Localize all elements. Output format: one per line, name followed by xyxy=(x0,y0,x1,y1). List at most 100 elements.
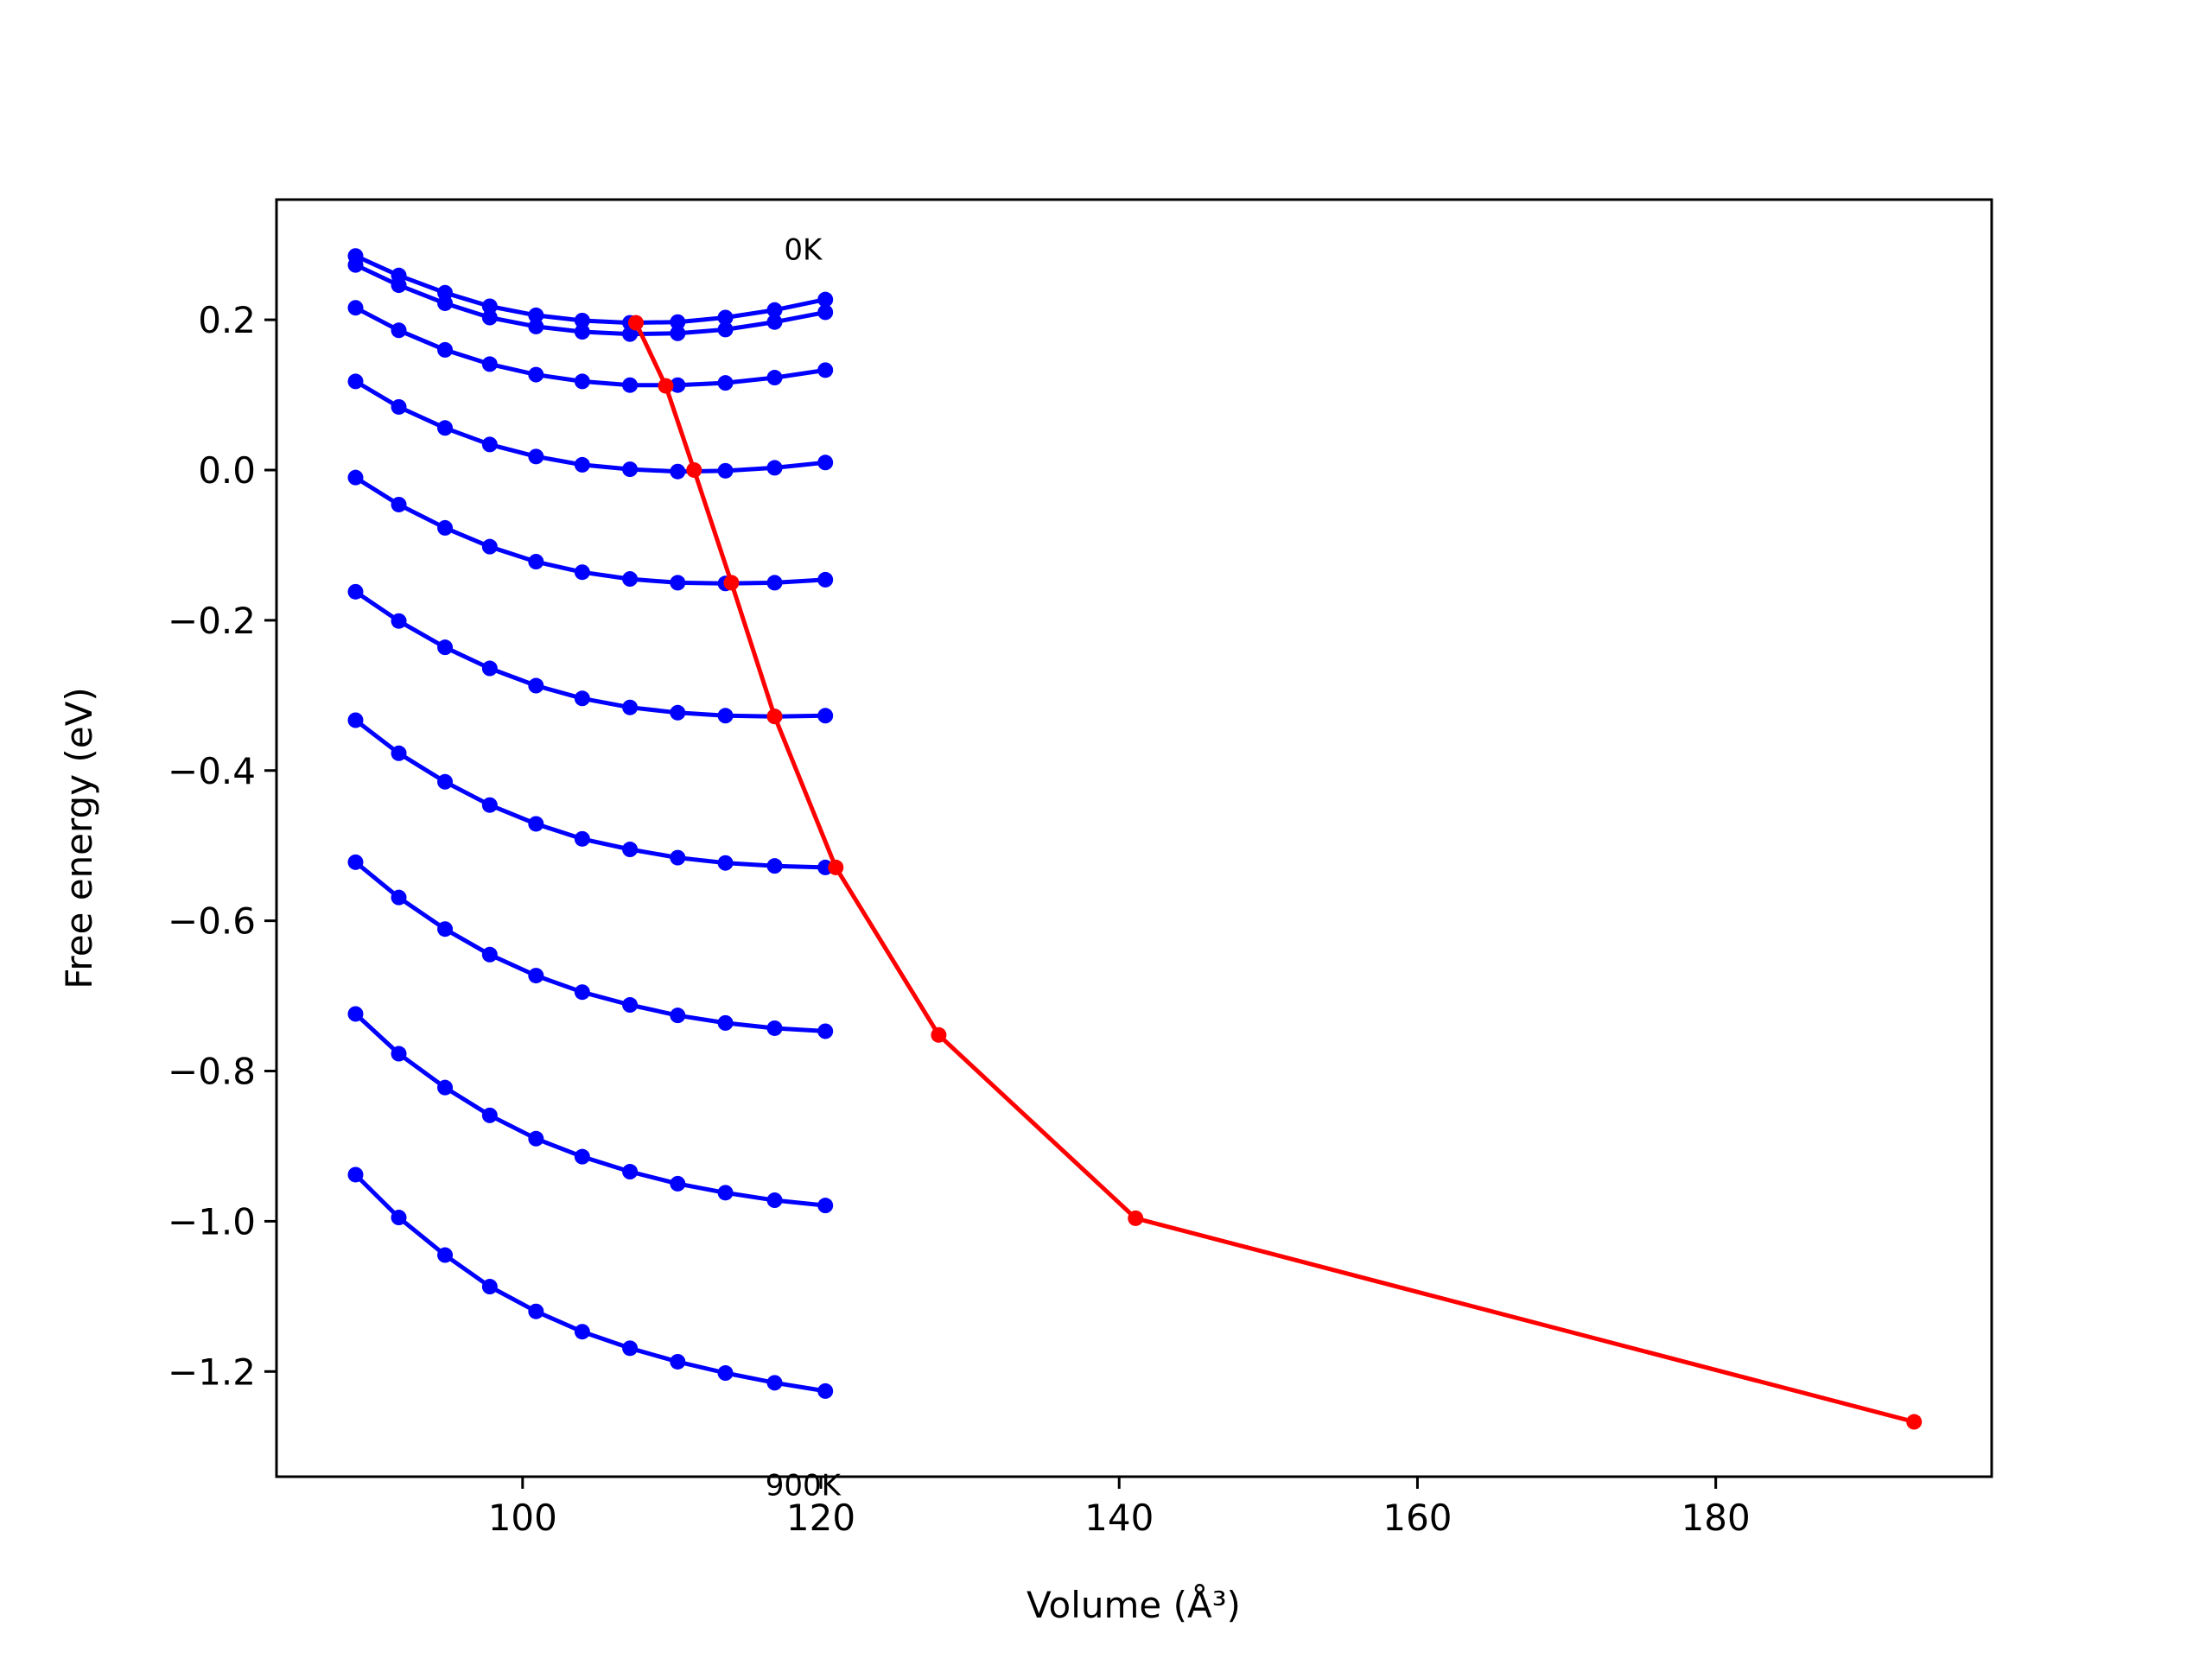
series-7-point xyxy=(622,842,639,858)
series-9-point xyxy=(528,1130,544,1147)
series-6-point xyxy=(817,708,834,724)
series-2-point xyxy=(391,277,407,294)
series-3-point xyxy=(481,356,498,372)
series-3-point xyxy=(670,377,686,393)
series-1-point xyxy=(670,314,686,330)
y-tick-label: 0.0 xyxy=(198,449,256,492)
series-9-point xyxy=(766,1192,783,1209)
series-4-point xyxy=(391,398,407,415)
series-5-point xyxy=(481,538,498,555)
series-9-point xyxy=(717,1185,734,1201)
series-10-point xyxy=(437,1247,454,1263)
series-8-point xyxy=(766,1020,783,1036)
series-10-point xyxy=(717,1365,734,1382)
series-2-point xyxy=(670,325,686,341)
series-3-point xyxy=(528,366,544,383)
series-8-point xyxy=(817,1023,834,1039)
x-tick-label: 140 xyxy=(1084,1497,1154,1539)
series-5-point xyxy=(528,554,544,570)
series-3-point xyxy=(622,377,639,393)
series-10-point xyxy=(622,1340,639,1357)
series-7-point xyxy=(717,855,734,871)
series-10-point xyxy=(391,1210,407,1226)
minima-point xyxy=(723,575,740,591)
series-6-point xyxy=(574,690,590,707)
series-8-point xyxy=(670,1007,686,1024)
series-line-10 xyxy=(353,1173,826,1394)
series-9-point xyxy=(481,1107,498,1123)
series-8-point xyxy=(391,889,407,906)
x-axis: 100 120 140 160 180 xyxy=(488,1477,1751,1539)
series-2-point xyxy=(574,324,590,340)
series-1-point xyxy=(528,307,544,323)
series-5-point xyxy=(437,519,454,536)
series-7-point xyxy=(528,816,544,832)
series-5-point xyxy=(670,575,686,591)
series-2-point xyxy=(817,304,834,321)
y-axis-label: Free energy (eV) xyxy=(58,687,100,989)
y-tick-label: −1.2 xyxy=(168,1351,256,1393)
series-8-point xyxy=(481,946,498,963)
series-4-point xyxy=(528,448,544,465)
series-1-point xyxy=(766,302,783,318)
series-4-point xyxy=(766,460,783,476)
series-10-point xyxy=(528,1303,544,1319)
series-8-point xyxy=(347,854,364,870)
x-tick-label: 160 xyxy=(1382,1497,1452,1539)
minima-point xyxy=(1128,1210,1144,1226)
series-9-point xyxy=(437,1079,454,1096)
series-2-point xyxy=(347,257,364,273)
axes-frame xyxy=(275,198,1993,1478)
series-5-point xyxy=(766,575,783,591)
series-6-point xyxy=(437,639,454,656)
series-9-point xyxy=(391,1046,407,1062)
series-7-point xyxy=(670,849,686,866)
series-3-point xyxy=(347,300,364,316)
series-1-point xyxy=(717,309,734,326)
series-line-5 xyxy=(354,475,826,586)
y-tick-label: −0.6 xyxy=(168,900,256,943)
y-tick-label: −0.2 xyxy=(168,600,256,642)
series-1-point xyxy=(481,298,498,315)
minima-point xyxy=(766,709,783,725)
y-tick-label: −0.8 xyxy=(168,1051,256,1093)
series-7-point xyxy=(437,773,454,790)
series-line-8 xyxy=(353,860,826,1033)
series-6-point xyxy=(670,704,686,721)
series-5-point xyxy=(347,469,364,486)
series-7-point xyxy=(481,797,498,813)
y-axis: 0.2 0.0 −0.2 −0.4 −0.6 −0.8 −1.0 −1.2 xyxy=(168,299,276,1393)
series-10-point xyxy=(481,1279,498,1295)
series-7-point xyxy=(766,858,783,874)
series-8-point xyxy=(717,1014,734,1031)
series-6-point xyxy=(622,699,639,715)
series-6-point xyxy=(717,708,734,724)
series-4-point xyxy=(622,461,639,478)
series-6-point xyxy=(347,583,364,600)
series-3-point xyxy=(574,373,590,390)
annotations: 0K 900K xyxy=(766,233,842,1503)
series-2-point xyxy=(481,309,498,326)
series-8-point xyxy=(574,984,590,1001)
x-tick-label: 180 xyxy=(1681,1497,1751,1539)
series-2-point xyxy=(437,295,454,311)
series-4-point xyxy=(347,373,364,390)
series-6-point xyxy=(481,660,498,677)
series-line-1 xyxy=(354,253,826,326)
series-7-point xyxy=(391,745,407,761)
series-8-point xyxy=(528,968,544,984)
series-4-point xyxy=(717,462,734,479)
minima-point xyxy=(686,461,702,478)
series-10-point xyxy=(766,1375,783,1391)
minima-point xyxy=(658,378,674,394)
series-1-point xyxy=(817,291,834,308)
series-3-point xyxy=(766,370,783,386)
minima-point xyxy=(931,1027,947,1043)
series-9-point xyxy=(622,1164,639,1180)
series-4-point xyxy=(670,463,686,480)
series-line-2 xyxy=(354,263,826,337)
x-tick-label: 120 xyxy=(786,1497,855,1539)
series-3-point xyxy=(437,341,454,358)
series-9-point xyxy=(347,1006,364,1022)
series-5-point xyxy=(817,571,834,588)
